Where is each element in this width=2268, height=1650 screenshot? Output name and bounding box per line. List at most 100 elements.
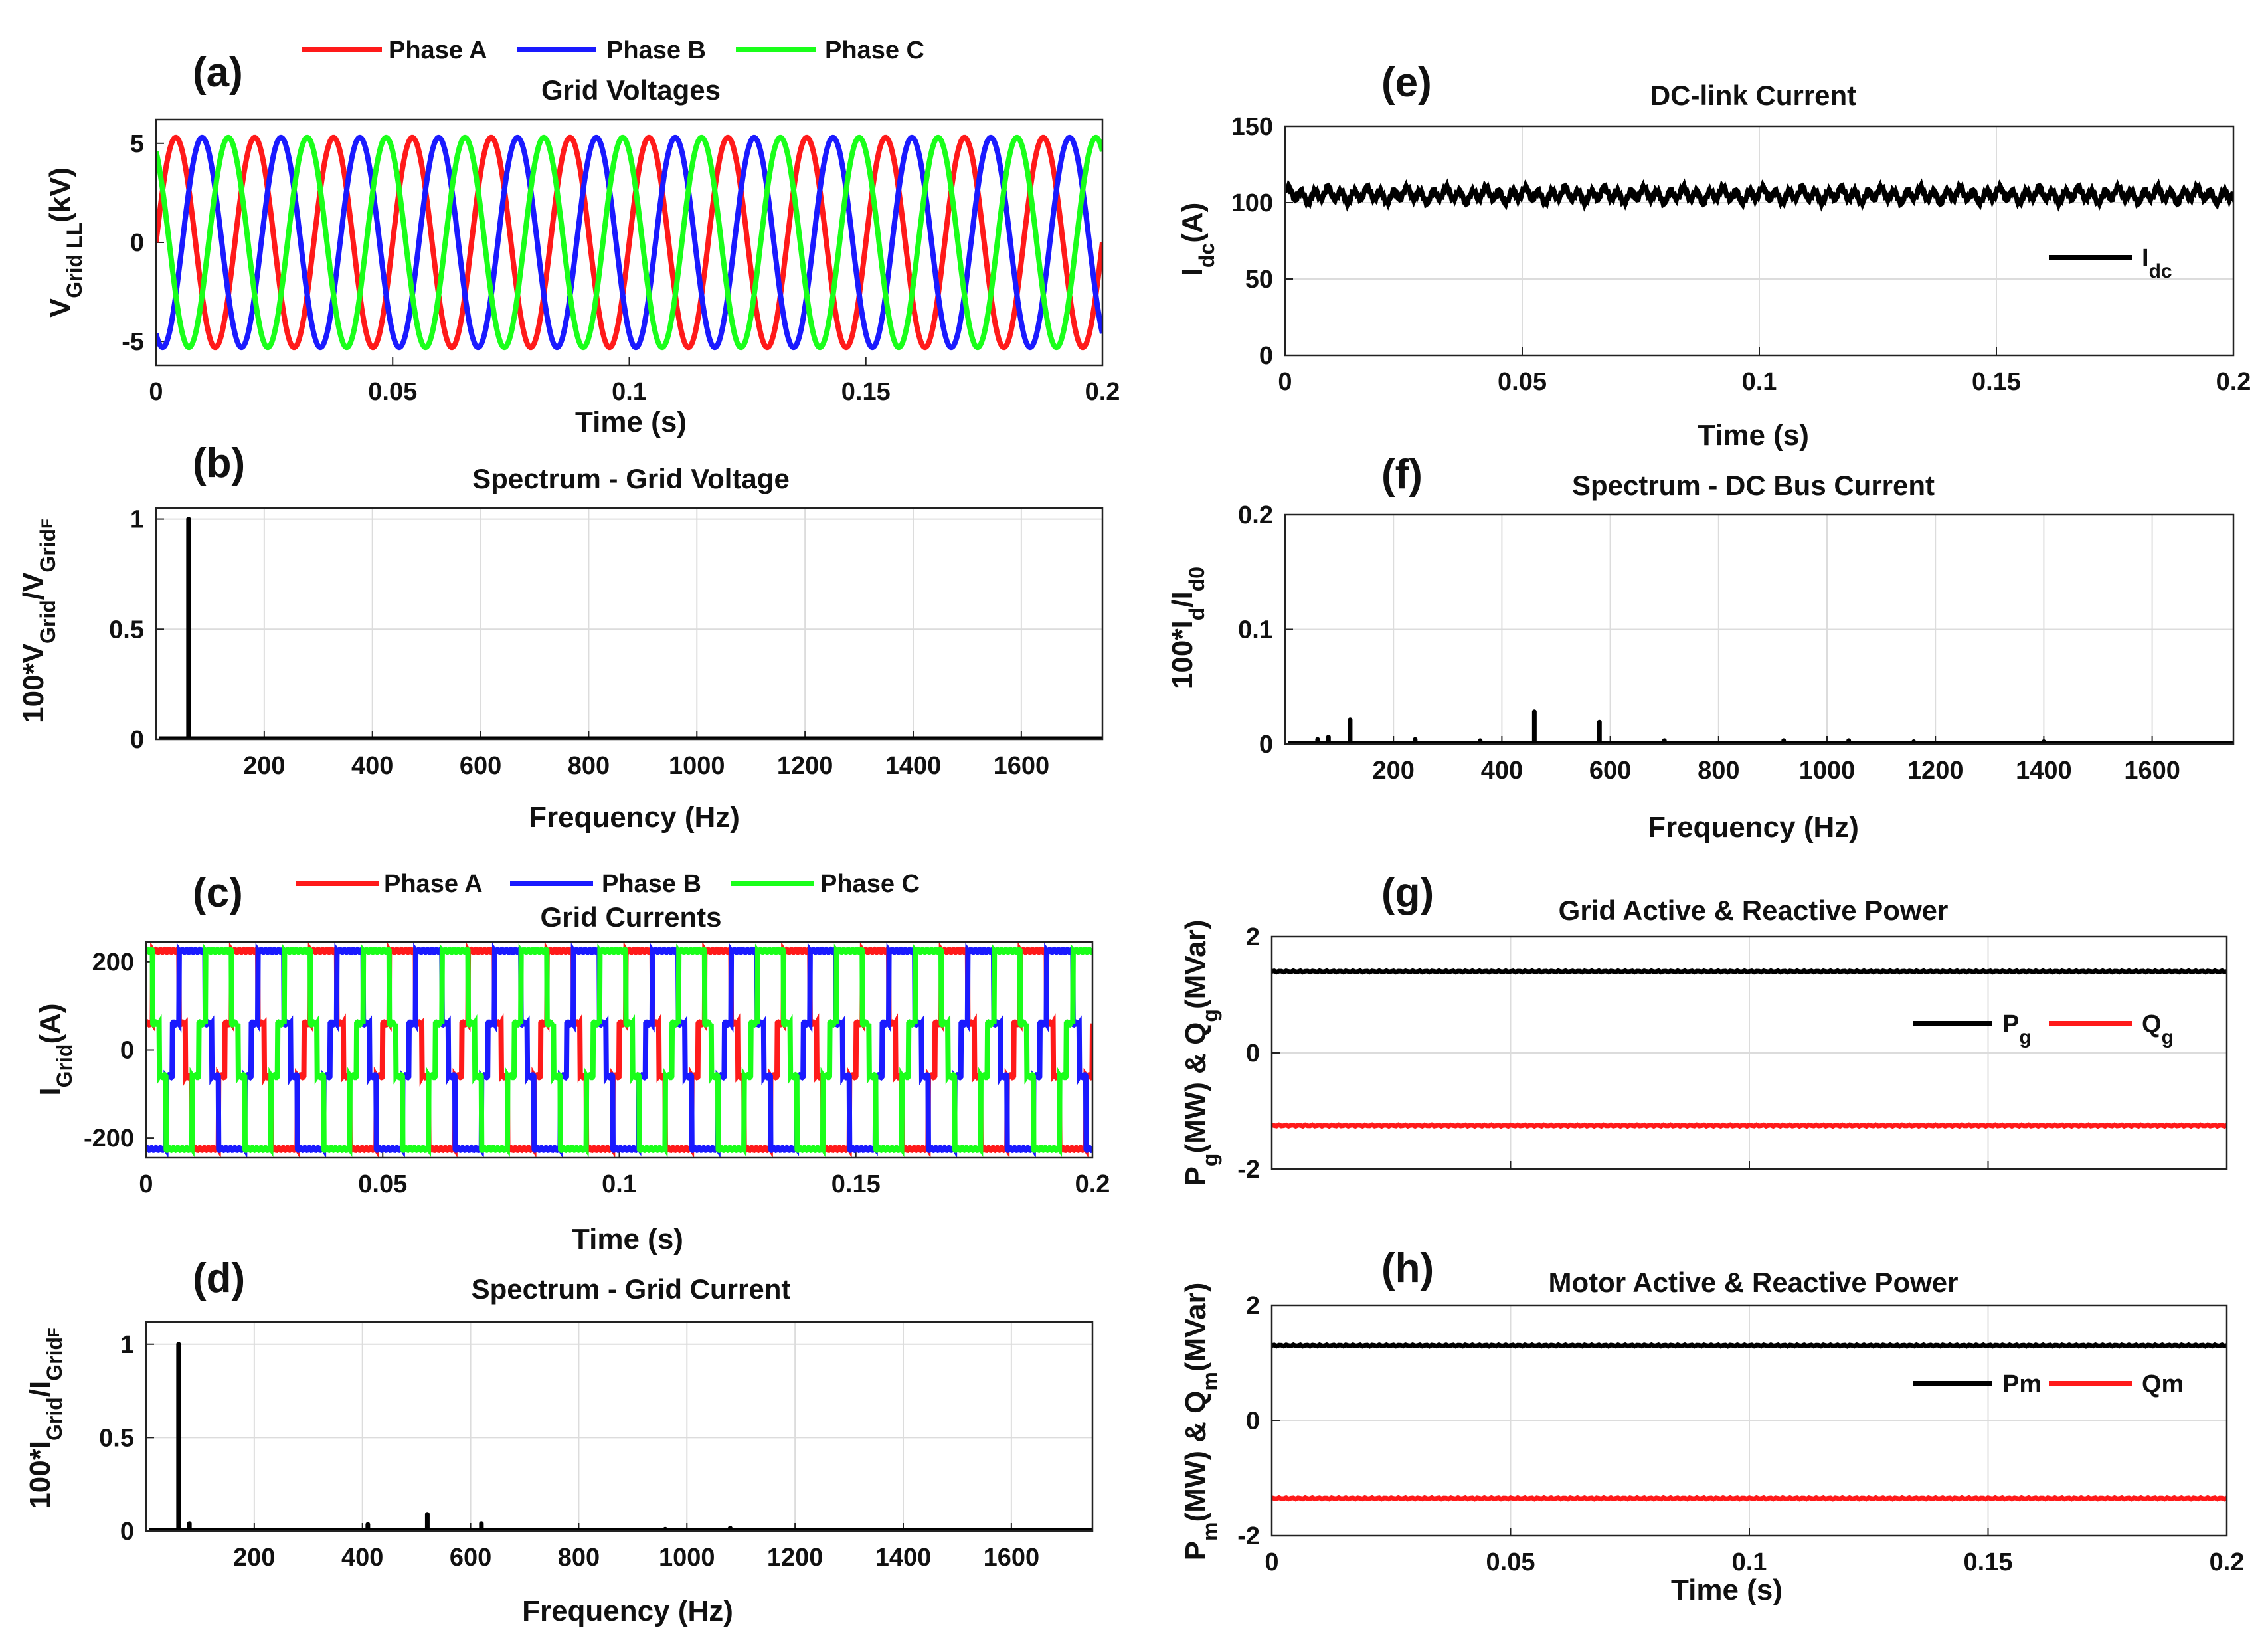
x-axis-label: Time (s) (572, 1223, 683, 1255)
x-axis-label: Frequency (Hz) (522, 1595, 733, 1627)
legend-label: Phase A (384, 870, 483, 898)
chart-e: 0 0.05 0.1 0.15 0.2 0 50 100 150 DC-link Current (… (1176, 60, 2251, 452)
y-tick-label: 0.1 (1238, 616, 1273, 644)
y-tick-label: 0 (1246, 1408, 1260, 1435)
y-tick-label: -5 (122, 328, 144, 356)
x-tick-label: 0.2 (1075, 1170, 1110, 1198)
x-tick-label: 1000 (669, 752, 725, 780)
x-tick-label: 0.1 (1742, 368, 1777, 396)
panel-label: (d) (193, 1255, 245, 1301)
series-line-pm (1272, 1342, 2227, 1349)
y-tick-label: 100 (1231, 189, 1273, 217)
y-axis-label: VGrid LL(kV) (44, 167, 86, 318)
x-tick-label: 600 (460, 752, 501, 780)
legend-label: Idc (2142, 244, 2172, 282)
x-tick-label: 1600 (2124, 757, 2180, 784)
x-tick-label: 200 (243, 752, 285, 780)
x-tick-label: 1600 (994, 752, 1050, 780)
axes-frame (145, 941, 1094, 1159)
y-tick-label: 0.5 (99, 1424, 134, 1452)
x-tick-label: 800 (1698, 757, 1739, 784)
series-line-phase-c (156, 134, 1102, 351)
x-tick-label: 600 (450, 1544, 491, 1572)
x-tick-label: 0.05 (368, 378, 417, 406)
y-tick-label: -2 (1237, 1156, 1260, 1184)
axes-frame (1270, 1304, 2228, 1537)
panel-label: (f) (1381, 452, 1423, 498)
x-axis-label: Time (s) (1698, 419, 1809, 452)
x-tick-label: 200 (1372, 757, 1414, 784)
y-tick-label: 2 (1246, 1292, 1260, 1320)
x-tick-label: 0.1 (1732, 1548, 1767, 1576)
x-tick-label: 200 (233, 1544, 275, 1572)
x-tick-label: 400 (341, 1544, 383, 1572)
legend-label: Phase C (820, 870, 920, 898)
series-line-phase-a (156, 134, 1102, 351)
chart-title: Spectrum - Grid Voltage (472, 463, 790, 494)
chart-title: Spectrum - Grid Current (472, 1273, 791, 1305)
x-tick-label: 1200 (767, 1544, 824, 1572)
plot-area-c (146, 942, 1092, 1158)
chart-title: Grid Active & Reactive Power (1559, 895, 1949, 926)
x-tick-label: 400 (351, 752, 393, 780)
x-tick-label: 0.05 (358, 1170, 407, 1198)
y-tick-label: 0.5 (109, 616, 144, 644)
x-tick-label: 0.2 (2216, 368, 2251, 396)
y-axis-label: IGrid(A) (34, 1003, 76, 1095)
legend-label: Phase B (606, 37, 706, 64)
chart-b: 200 400 600 800 1000 1200 1400 1600 0 0.5 1 Spectru… (17, 440, 1104, 834)
x-tick-label: 0.05 (1498, 368, 1547, 396)
plot-area-e (1285, 178, 2233, 212)
plot-area-h (1272, 1342, 2227, 1502)
legend-label: Phase A (389, 37, 487, 64)
plot-area-d (149, 1342, 1092, 1531)
x-axis-label: Time (s) (1671, 1574, 1783, 1606)
series-line-phase-c (146, 943, 1092, 1158)
x-tick-label: 1000 (659, 1544, 715, 1572)
x-tick-label: 1400 (875, 1544, 932, 1572)
series-line-pg (1272, 968, 2227, 975)
plot-area-a (156, 134, 1102, 351)
y-tick-label: 0 (120, 1037, 134, 1065)
x-tick-label: 0.1 (612, 378, 647, 406)
series-line-qm (1272, 1495, 2227, 1502)
x-tick-label: 1400 (2016, 757, 2072, 784)
x-tick-label: 0.15 (1972, 368, 2021, 396)
y-tick-label: 0 (120, 1518, 134, 1546)
y-tick-label: -200 (84, 1125, 134, 1152)
x-tick-label: 0.2 (2210, 1548, 2245, 1576)
x-tick-label: 0.15 (841, 378, 891, 406)
panel-label: (h) (1381, 1245, 1434, 1291)
series-line-phase-b (156, 134, 1102, 351)
x-tick-label: 600 (1589, 757, 1631, 784)
x-axis-label: Frequency (Hz) (1648, 811, 1859, 844)
x-tick-label: 0.15 (1964, 1548, 2013, 1576)
x-tick-label: 0.2 (1085, 378, 1120, 406)
x-axis-label: Frequency (Hz) (529, 801, 740, 834)
chart-f: 200 400 600 800 1000 1200 1400 1600 0 0.1 0.2 Spect… (1166, 452, 2235, 844)
panel-label: (b) (193, 440, 245, 486)
chart-title: Spectrum - DC Bus Current (1572, 470, 1935, 501)
y-axis-label: 100*VGrid/VGridF (17, 519, 60, 723)
x-tick-label: 0 (149, 378, 163, 406)
x-tick-label: 800 (558, 1544, 600, 1572)
y-tick-label: 150 (1231, 113, 1273, 141)
y-tick-label: 200 (92, 949, 134, 976)
plot-area-b (159, 517, 1102, 739)
y-tick-label: 0 (1246, 1040, 1260, 1067)
series-line-phase-b (146, 942, 1092, 1158)
legend-label: Qm (2142, 1370, 2184, 1398)
y-axis-label: 100*Id/Id0 (1166, 567, 1209, 689)
x-tick-label: 1000 (1799, 757, 1856, 784)
series-line-qg (1272, 1122, 2227, 1129)
y-tick-label: 0 (1259, 731, 1273, 759)
chart-title: DC-link Current (1650, 80, 1856, 111)
x-tick-label: 0 (1278, 368, 1292, 396)
panel-label: (c) (193, 870, 243, 916)
legend-label: Qg (2142, 1010, 2174, 1048)
x-tick-label: 1400 (885, 752, 942, 780)
plot-area-g (1272, 968, 2227, 1129)
